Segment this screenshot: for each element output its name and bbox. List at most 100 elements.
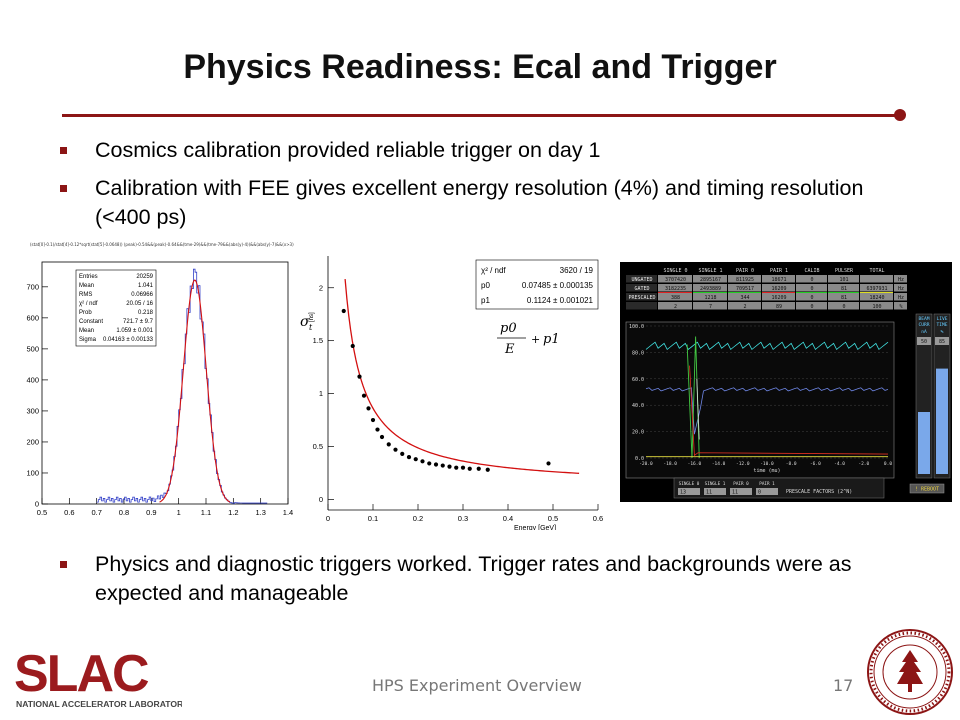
bullet-marker — [60, 561, 67, 568]
monitor-cell: 0 — [810, 295, 813, 301]
monitor-cell: Hz — [898, 277, 904, 283]
monitor-column-header: PAIR 1 — [770, 268, 788, 274]
stats-value: 0.218 — [138, 310, 154, 316]
monitor-x-tick-label: -18.0 — [663, 461, 677, 467]
title-rule — [62, 114, 900, 117]
monitor-cell: 18671 — [771, 277, 786, 283]
data-point — [440, 463, 445, 468]
monitor-cell: 3707420 — [665, 277, 686, 283]
y-tick-label: 300 — [26, 406, 39, 415]
monitor-cell-bg — [728, 284, 761, 292]
data-point — [420, 459, 425, 464]
bullet-marker — [60, 147, 67, 154]
monitor-y-tick-label: 100.0 — [629, 324, 644, 330]
page-number: 17 — [833, 676, 854, 695]
monitor-cell-bg — [828, 302, 859, 310]
monitor-y-tick-label: 20.0 — [632, 430, 644, 436]
monitor-cell-bg — [860, 302, 893, 310]
monitor-cell: 2493889 — [700, 286, 721, 292]
monitor-series-line — [645, 341, 889, 351]
monitor-column-header: CALIB — [804, 268, 819, 274]
y-tick-label: 100 — [26, 468, 39, 477]
x-tick-label: 0.1 — [368, 514, 378, 523]
stats-value: 721.7 ± 9.7 — [123, 319, 154, 325]
monitor-y-tick-label: 40.0 — [632, 403, 644, 409]
footer-title: HPS Experiment Overview — [372, 676, 582, 695]
monitor-cell: 2 — [674, 304, 677, 310]
monitor-cell-bg — [693, 293, 727, 301]
stats-value: 20259 — [136, 274, 153, 280]
prescale-value: 11 — [706, 490, 712, 496]
stats-value: 0.04163 ± 0.00133 — [103, 337, 154, 343]
monitor-cell-bg — [762, 275, 795, 283]
monitor-x-tick-label: -4.0 — [834, 461, 845, 467]
monitor-cell-bg — [626, 293, 657, 301]
y-axis-subscript: t — [309, 323, 313, 332]
data-point — [406, 454, 412, 460]
monitor-cell-bg — [658, 284, 692, 292]
monitor-cell: Hz — [898, 286, 904, 292]
data-point — [357, 374, 362, 379]
bullet-text: Calibration with FEE gives excellent ene… — [95, 176, 864, 229]
data-point — [341, 308, 346, 314]
x-tick-label: 0.9 — [146, 508, 156, 517]
data-point — [427, 461, 432, 466]
prescale-input-bg — [678, 488, 700, 495]
gaussian-fit-curve — [159, 279, 231, 503]
monitor-gauge-fill — [918, 412, 930, 474]
monitor-cell: 16209 — [771, 295, 786, 301]
monitor-cell-bg — [828, 284, 859, 292]
x-tick-label: 1.1 — [201, 508, 211, 517]
formula-plus: + — [531, 333, 540, 346]
x-axis-title: Energy [GeV] — [514, 525, 556, 530]
title-rule-dot — [894, 109, 906, 121]
x-tick-label: 1 — [177, 508, 181, 517]
histogram-frame — [41, 261, 289, 505]
data-point — [386, 442, 391, 447]
prescale-value: 11 — [732, 490, 738, 496]
x-tick-label: 0.2 — [413, 514, 423, 523]
monitor-cell: 81 — [841, 295, 847, 301]
timing-resolution-chart: 0 0.1 0.2 0.3 0.4 0.5 0.6 0 0.5 1 1.5 2 Energy [GeV]… — [298, 252, 610, 530]
y-tick-label: 1.5 — [313, 336, 323, 345]
monitor-cell: 0 — [810, 286, 813, 292]
monitor-cell: 709517 — [736, 286, 754, 292]
monitor-cell-bg — [860, 284, 893, 292]
monitor-red-trace — [689, 365, 889, 457]
monitor-gauge-fill — [936, 368, 948, 474]
monitor-cell-bg — [693, 275, 727, 283]
data-point — [454, 465, 459, 470]
prescale-panel — [673, 477, 885, 499]
x-tick-label: 0.5 — [548, 514, 558, 523]
x-tick-label: 0.6 — [593, 514, 603, 523]
monitor-cell: 0 — [842, 304, 845, 310]
data-point — [379, 434, 385, 440]
monitor-cell: 100 — [872, 304, 881, 310]
x-tick-label: 0.8 — [119, 508, 129, 517]
monitor-gauge-label: TIME — [936, 322, 947, 328]
monitor-x-tick-label: 0.0 — [884, 461, 892, 467]
prescale-input-bg — [704, 488, 726, 495]
data-point — [476, 466, 481, 471]
resolution-fit-curve — [344, 279, 580, 474]
monitor-cell: % — [899, 304, 902, 310]
monitor-cell: 6397931 — [866, 286, 887, 292]
histogram-formula-header: (stat[0]-0.1)/stat[4]-0.12*sqrt(stat[5]-… — [30, 242, 294, 247]
stats-value: 1.041 — [138, 283, 154, 289]
monitor-cell-bg — [728, 302, 761, 310]
monitor-y-tick-label: 0.0 — [635, 456, 644, 462]
monitor-cell: 101 — [839, 277, 848, 283]
monitor-series-line — [645, 387, 889, 435]
prescale-header: PAIR 1 — [759, 481, 775, 487]
y-axis-symbol: σ — [300, 314, 310, 330]
y-axis-unit: [ns] — [309, 312, 315, 322]
x-tick-label: 1.4 — [283, 508, 293, 517]
monitor-cell-bg — [796, 275, 827, 283]
monitor-cell: 16209 — [771, 286, 786, 292]
bullet-item: Physics and diagnostic triggers worked. … — [60, 550, 920, 608]
bullet-item: Cosmics calibration provided reliable tr… — [60, 136, 920, 165]
monitor-cell-bg — [658, 293, 692, 301]
trigger-monitor-panel: SINGLE 0 SINGLE 1 PAIR 0 PAIR 1 CALIB PULSER T… — [620, 262, 952, 502]
bullet-marker — [60, 185, 67, 192]
stats-label: Mean — [79, 283, 94, 289]
